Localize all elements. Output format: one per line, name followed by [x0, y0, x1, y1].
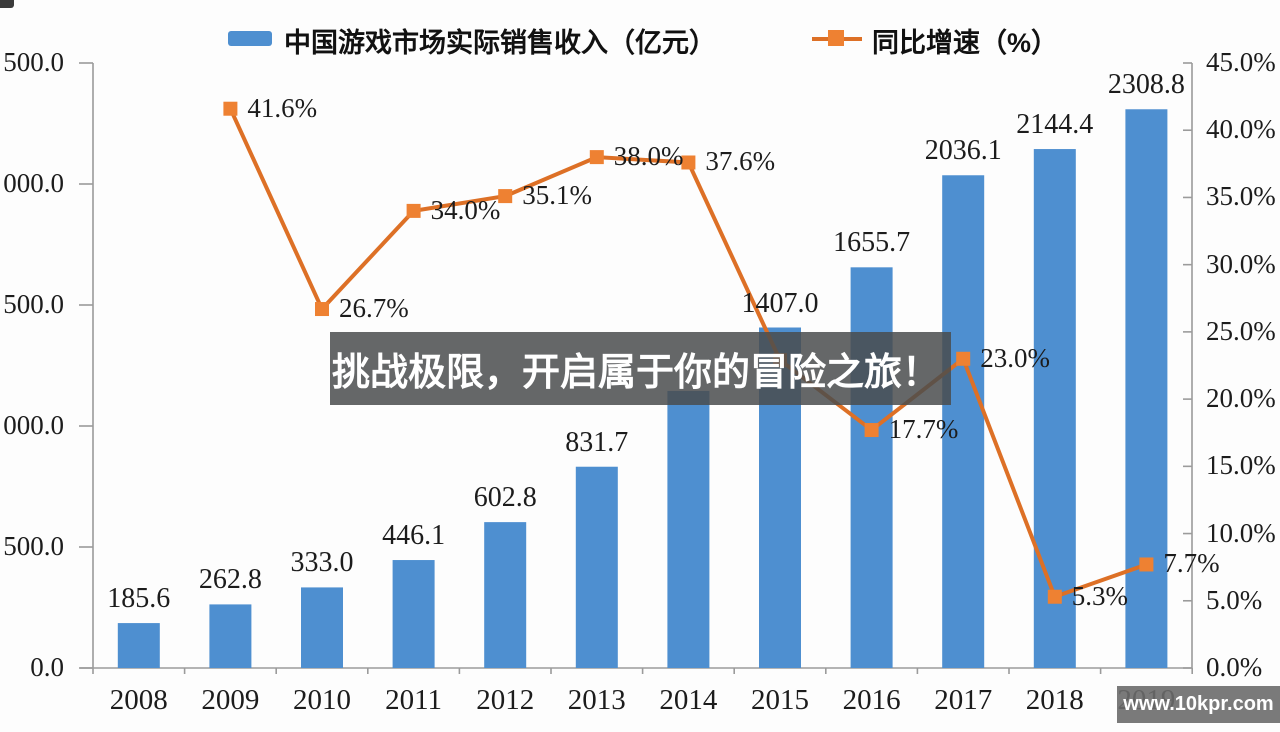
growth-value-label: 17.7%	[888, 414, 959, 445]
revenue-bar	[301, 587, 343, 668]
growth-legend-marker-icon	[828, 30, 844, 46]
growth-legend-label: 同比增速（%）	[872, 28, 1059, 58]
bar-value-label: 262.8	[198, 564, 262, 596]
bar-value-label: 2144.4	[1016, 109, 1094, 141]
revenue-bar	[484, 522, 527, 668]
growth-marker	[315, 302, 329, 317]
growth-value-label: 41.6%	[247, 92, 318, 123]
right-axis-tick-label: 30.0%	[1206, 248, 1276, 279]
growth-value-label: 38.0%	[613, 141, 684, 172]
revenue-bar	[850, 267, 893, 668]
left-axis-tick-label: 0.0	[30, 652, 64, 682]
x-axis-category-label: 2012	[476, 684, 535, 716]
bar-value-label: 333.0	[290, 547, 354, 579]
x-axis-category-label: 2010	[293, 684, 351, 716]
growth-marker	[406, 203, 421, 218]
left-axis-tick-label: 500.0	[3, 531, 64, 561]
x-axis-category-label: 2014	[659, 684, 718, 716]
growth-value-label: 35.1%	[522, 180, 592, 211]
left-axis-tick-label: 000.0	[3, 410, 64, 440]
left-axis-tick-label: 500.0	[3, 289, 64, 319]
promo-banner: 挑战极限，开启属于你的冒险之旅！	[330, 332, 951, 405]
bar-value-label: 602.8	[473, 482, 537, 514]
revenue-bar	[1125, 109, 1168, 669]
revenue-legend-swatch-icon	[228, 31, 272, 46]
growth-marker	[589, 150, 604, 165]
bar-value-label: 185.6	[107, 583, 171, 615]
corner-artifact	[0, 0, 14, 8]
growth-value-label: 23.0%	[980, 342, 1050, 373]
bar-value-label: 1407.0	[741, 287, 819, 319]
x-axis-category-label: 2018	[1025, 684, 1084, 716]
growth-marker	[956, 351, 971, 366]
x-axis-category-label: 2011	[385, 684, 443, 716]
bar-value-label: 2308.8	[1107, 69, 1185, 101]
revenue-bar	[1033, 149, 1076, 669]
growth-value-label: 37.6%	[705, 146, 776, 177]
right-axis-tick-label: 15.0%	[1206, 450, 1276, 481]
watermark-text: www.10kpr.com	[1123, 693, 1274, 715]
revenue-bar	[117, 623, 160, 668]
growth-value-label: 34.0%	[430, 194, 501, 225]
revenue-bar	[209, 604, 252, 668]
growth-marker	[864, 423, 879, 438]
right-axis-tick-label: 40.0%	[1206, 114, 1276, 145]
x-axis-category-label: 2017	[934, 684, 993, 716]
growth-marker	[1047, 589, 1062, 604]
right-axis-tick-label: 45.0%	[1206, 47, 1276, 77]
promo-banner-text: 挑战极限，开启属于你的冒险之旅！	[332, 352, 941, 394]
right-axis-tick-label: 25.0%	[1206, 315, 1276, 346]
left-axis-tick-label: 000.0	[3, 168, 64, 198]
bar-value-label: 831.7	[565, 426, 629, 458]
x-axis-category-label: 2015	[751, 684, 809, 716]
bar-value-label: 1655.7	[833, 227, 911, 259]
left-axis-tick-label: 500.0	[3, 47, 64, 77]
x-axis-category-label: 2009	[201, 684, 260, 716]
growth-value-label: 7.7%	[1163, 548, 1220, 579]
watermark-badge: www.10kpr.com	[1117, 686, 1280, 723]
x-axis-category-label: 2008	[109, 684, 168, 716]
x-axis-category-label: 2016	[842, 684, 901, 716]
growth-value-label: 26.7%	[339, 293, 409, 324]
revenue-bar	[392, 560, 435, 668]
revenue-bar	[667, 390, 710, 668]
growth-marker	[498, 189, 513, 204]
right-axis-tick-label: 20.0%	[1206, 383, 1276, 414]
right-axis-tick-label: 5.0%	[1206, 584, 1263, 615]
revenue-bar	[942, 175, 985, 668]
growth-marker	[223, 101, 238, 116]
growth-marker	[681, 155, 696, 170]
x-axis-category-label: 2013	[567, 684, 626, 716]
right-axis-tick-label: 10.0%	[1206, 517, 1276, 548]
growth-marker	[1139, 557, 1154, 572]
bar-value-label: 446.1	[382, 520, 446, 552]
revenue-bar	[575, 466, 618, 668]
right-axis-tick-label: 0.0%	[1206, 652, 1263, 682]
revenue-legend-label: 中国游戏市场实际销售收入（亿元）	[284, 28, 716, 58]
bar-value-label: 2036.1	[924, 135, 1002, 167]
right-axis-tick-label: 35.0%	[1206, 181, 1276, 212]
growth-value-label: 5.3%	[1071, 580, 1129, 611]
